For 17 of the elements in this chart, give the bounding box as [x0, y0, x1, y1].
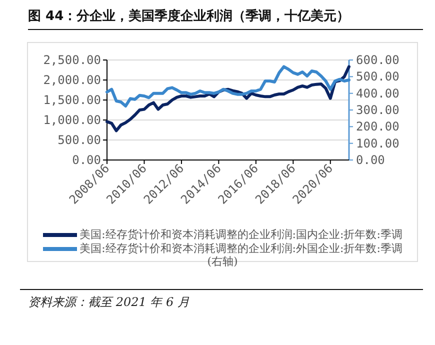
y-tick-label: 2,500.00 — [43, 53, 101, 67]
y-tick-label: 2,000.00 — [43, 73, 101, 87]
y2-tick-label: 500.00 — [356, 70, 400, 84]
y-tick-label: 1,000.00 — [43, 113, 101, 127]
y2-tick-label: 100.00 — [356, 136, 400, 150]
legend-label: 美国:经存货计价和资本消耗调整的企业利润:外国企业:折年数:季调(右轴) — [80, 242, 402, 268]
chart-title: 图 44：分企业，美国季度企业利润（季调，十亿美元） — [28, 7, 423, 30]
y2-tick-label: 400.00 — [356, 86, 400, 100]
y-tick-label: 1,500.00 — [43, 93, 101, 107]
y2-tick-label: 0.00 — [356, 153, 385, 167]
y2-tick-label: 200.00 — [356, 120, 400, 134]
y2-tick-label: 600.00 — [356, 53, 400, 67]
y-tick-label: 500.00 — [58, 133, 101, 147]
y-tick-label: 0.00 — [72, 153, 101, 167]
text: 资料来源：截至 2021 年 6 月 — [28, 294, 190, 311]
legend-label: 美国:经存货计价和资本消耗调整的企业利润:国内企业:折年数:季调 — [80, 228, 402, 241]
y2-tick-label: 300.00 — [356, 103, 400, 117]
